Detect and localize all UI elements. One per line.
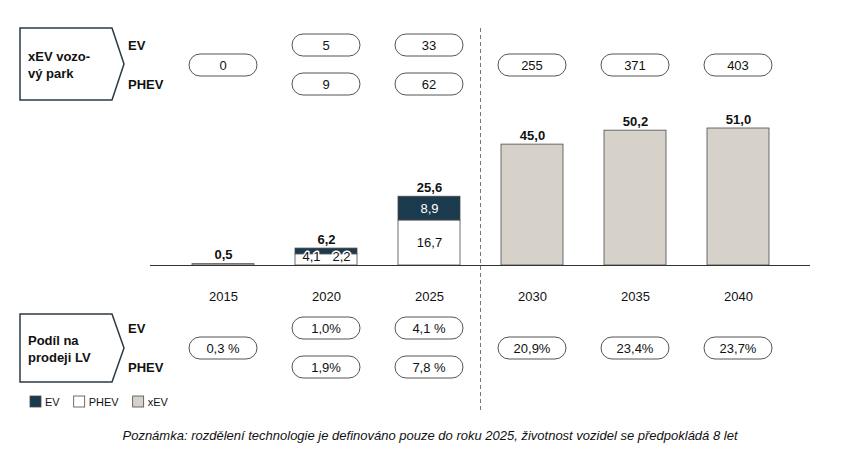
svg-text:EV: EV (128, 321, 146, 336)
svg-text:EV: EV (45, 396, 60, 408)
svg-text:25,6: 25,6 (417, 180, 442, 195)
svg-text:62: 62 (422, 77, 436, 92)
svg-text:2035: 2035 (621, 289, 650, 304)
svg-text:0,5: 0,5 (214, 247, 232, 262)
svg-text:prodeji LV: prodeji LV (28, 350, 91, 365)
svg-text:xEV: xEV (148, 396, 169, 408)
svg-text:2015: 2015 (209, 289, 238, 304)
svg-text:7,8 %: 7,8 % (412, 360, 446, 375)
svg-text:45,0: 45,0 (520, 128, 545, 143)
svg-text:2,2: 2,2 (332, 249, 350, 264)
svg-text:PHEV: PHEV (128, 360, 164, 375)
svg-text:2025: 2025 (415, 289, 444, 304)
svg-text:6,2: 6,2 (317, 232, 335, 247)
svg-text:0: 0 (219, 58, 226, 73)
svg-text:2030: 2030 (518, 289, 547, 304)
svg-text:vý park: vý park (28, 66, 74, 81)
svg-text:403: 403 (727, 58, 749, 73)
svg-text:4,1 %: 4,1 % (412, 321, 446, 336)
svg-text:4,1: 4,1 (302, 249, 320, 264)
svg-text:1,9%: 1,9% (311, 360, 341, 375)
svg-text:PHEV: PHEV (89, 396, 120, 408)
svg-text:Poznámka: rozdělení technologi: Poznámka: rozdělení technologie je defin… (122, 428, 738, 443)
svg-text:51,0: 51,0 (726, 112, 751, 127)
svg-text:9: 9 (322, 77, 329, 92)
svg-text:0,3 %: 0,3 % (206, 341, 240, 356)
svg-text:23,4%: 23,4% (617, 341, 654, 356)
svg-text:16,7: 16,7 (417, 235, 442, 250)
svg-text:1,0%: 1,0% (311, 321, 341, 336)
svg-text:2040: 2040 (724, 289, 753, 304)
svg-text:23,7%: 23,7% (720, 341, 757, 356)
svg-text:2020: 2020 (312, 289, 341, 304)
svg-text:33: 33 (422, 38, 436, 53)
svg-text:255: 255 (521, 58, 543, 73)
svg-text:Podíl na: Podíl na (28, 333, 79, 348)
svg-text:xEV vozo-: xEV vozo- (28, 49, 90, 64)
svg-text:371: 371 (624, 58, 646, 73)
svg-text:8,9: 8,9 (420, 201, 438, 216)
svg-text:50,2: 50,2 (623, 114, 648, 129)
svg-text:5: 5 (322, 38, 329, 53)
svg-text:EV: EV (128, 38, 146, 53)
svg-text:20,9%: 20,9% (514, 341, 551, 356)
svg-text:PHEV: PHEV (128, 77, 164, 92)
